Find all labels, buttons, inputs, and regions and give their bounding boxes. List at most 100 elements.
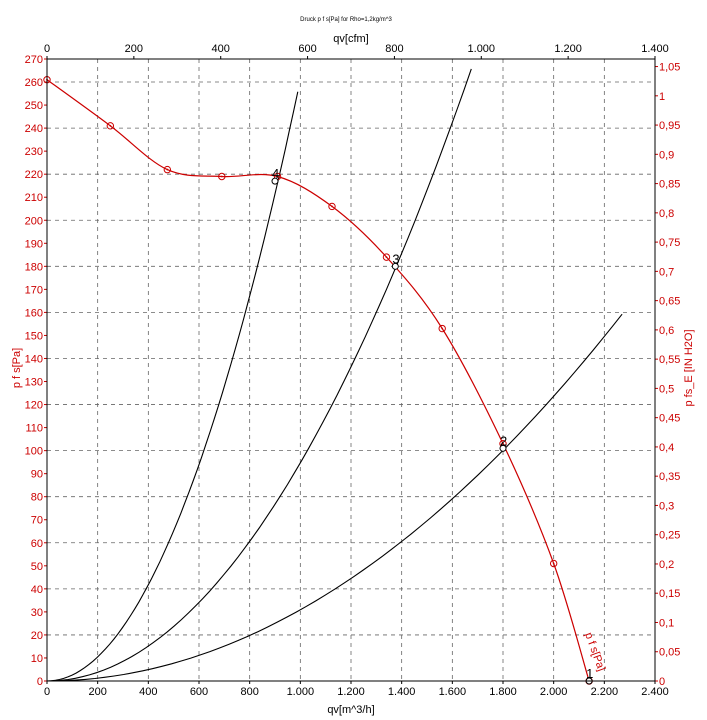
x-tick-label: 1.600	[439, 686, 467, 698]
y2-tick-label: 0,65	[659, 296, 680, 308]
y2-tick-label: 0,3	[659, 500, 674, 512]
y2-tick-label: 0,5	[659, 383, 674, 395]
x-tick-label: 1.400	[388, 686, 416, 698]
y-tick-label: 50	[31, 561, 43, 573]
grid	[47, 59, 655, 681]
y-tick-label: 90	[31, 469, 43, 481]
y2-tick-label: 0	[659, 676, 665, 688]
y2-tick-label: 0,45	[659, 413, 680, 425]
y-tick-label: 0	[37, 676, 43, 688]
x2-tick-label: 200	[125, 43, 143, 55]
y2-tick-label: 1,05	[659, 62, 680, 74]
y2-tick-label: 0,35	[659, 471, 680, 483]
y-tick-label: 230	[25, 146, 43, 158]
fan-curve-marker-dot	[109, 124, 112, 127]
y-tick-label: 220	[25, 169, 43, 181]
y-tick-label: 180	[25, 261, 43, 273]
fan-curve-marker	[438, 324, 446, 333]
fan-curve-marker-dot	[276, 175, 279, 178]
y-tick-label: 150	[25, 330, 43, 342]
y-tick-label: 110	[25, 423, 43, 435]
fan-curve-line	[46, 79, 590, 682]
y-tick-label: 30	[31, 607, 43, 619]
y-tick-label: 260	[25, 77, 43, 89]
y-tick-label: 80	[31, 492, 43, 504]
fan-curve-marker-dot	[552, 562, 555, 565]
y-tick-label: 210	[25, 192, 43, 204]
operating-point-marker	[391, 262, 399, 270]
y2-tick-label: 0,55	[659, 354, 680, 366]
fan-curve	[43, 76, 593, 685]
operating-point-label: 4	[272, 166, 279, 181]
y2-tick-label: 0,9	[659, 149, 674, 161]
plot-frame	[46, 58, 656, 682]
y-tick-label: 70	[31, 515, 43, 527]
y2-axis-label: p fs_E [IN H2O]	[683, 329, 695, 406]
x2-tick-label: 1.000	[468, 43, 496, 55]
y2-axis-ticks: 0 0,05 0,1 0,15 0,2 0,25 0,3 0,35 0,4 0,45 0,5 0,55…	[655, 62, 680, 688]
y-tick-label: 60	[31, 538, 43, 550]
y-tick-label: 160	[25, 307, 43, 319]
system-curves	[46, 68, 623, 682]
chart-title: Druck p f s[Pa] for Rho=1,2kg/m^3	[300, 17, 392, 23]
x2-axis-ticks: 0 200 400 600 800 1.000 1.200 1.400	[44, 43, 669, 59]
x-tick-label: 2.400	[641, 686, 669, 698]
y2-tick-label: 0,7	[659, 266, 674, 278]
fan-curve-marker	[218, 172, 226, 181]
x-tick-label: 800	[240, 686, 258, 698]
y2-tick-label: 0,05	[659, 647, 680, 659]
y-tick-label: 40	[31, 584, 43, 596]
y2-tick-label: 0,95	[659, 120, 680, 132]
x2-tick-label: 1.200	[554, 43, 582, 55]
operating-point-label: 2	[500, 433, 507, 448]
x2-axis-label: qv[cfm]	[333, 33, 368, 45]
system-curve	[46, 91, 299, 682]
system-curve	[46, 68, 472, 682]
x-tick-label: 400	[139, 686, 157, 698]
x-tick-label: 1.000	[287, 686, 315, 698]
y2-tick-label: 0,1	[659, 617, 674, 629]
y-tick-label: 10	[31, 653, 43, 665]
fan-curve-marker	[382, 253, 391, 261]
x-tick-label: 2.000	[540, 686, 568, 698]
x-tick-label: 200	[88, 686, 106, 698]
y2-tick-label: 0,6	[659, 325, 674, 337]
y-tick-label: 120	[25, 400, 43, 412]
y-tick-label: 170	[25, 284, 43, 296]
operating-point-marker	[271, 177, 279, 185]
y2-tick-label: 1	[659, 91, 665, 103]
y2-tick-label: 0,25	[659, 530, 680, 542]
fan-curve-marker-dot	[220, 175, 223, 178]
y-tick-label: 250	[25, 100, 43, 112]
y-tick-label: 200	[25, 215, 43, 227]
x-tick-label: 600	[190, 686, 208, 698]
x-tick-label: 0	[44, 686, 50, 698]
fan-curve-marker-dot	[385, 256, 388, 259]
operating-point-label: 1	[586, 666, 593, 681]
x2-tick-label: 800	[385, 43, 403, 55]
x2-tick-label: 400	[212, 43, 230, 55]
x-tick-label: 1.200	[337, 686, 365, 698]
x2-tick-label: 600	[298, 43, 316, 55]
x2-tick-label: 0	[44, 43, 50, 55]
y-tick-label: 130	[25, 377, 43, 389]
y-axis-ticks: 0 10 20 30 40 50 60 70 80 90 100 110 120 130 140 150 160…	[25, 54, 47, 688]
y2-tick-label: 0,2	[659, 559, 674, 571]
fan-curve-marker	[328, 202, 336, 211]
y-tick-label: 190	[25, 238, 43, 250]
x-tick-label: 1.800	[489, 686, 517, 698]
x-axis-label: qv[m^3/h]	[327, 704, 374, 716]
y-tick-label: 140	[25, 353, 43, 365]
fan-curve-marker	[106, 122, 115, 130]
y2-tick-label: 0,75	[659, 237, 680, 249]
x-axis-ticks: 0 200 400 600 800 1.000 1.200 1.400 1.600 1.800 2.…	[44, 681, 669, 698]
y-tick-label: 240	[25, 123, 43, 135]
y-tick-label: 100	[25, 446, 43, 458]
y2-tick-label: 0,85	[659, 179, 680, 191]
fan-curve-marker-dot	[331, 205, 333, 208]
y-axis-label: p f s[Pa]	[11, 348, 23, 388]
y-tick-label: 20	[31, 630, 43, 642]
y-tick-label: 270	[25, 54, 43, 66]
y2-tick-label: 0,8	[659, 208, 674, 220]
